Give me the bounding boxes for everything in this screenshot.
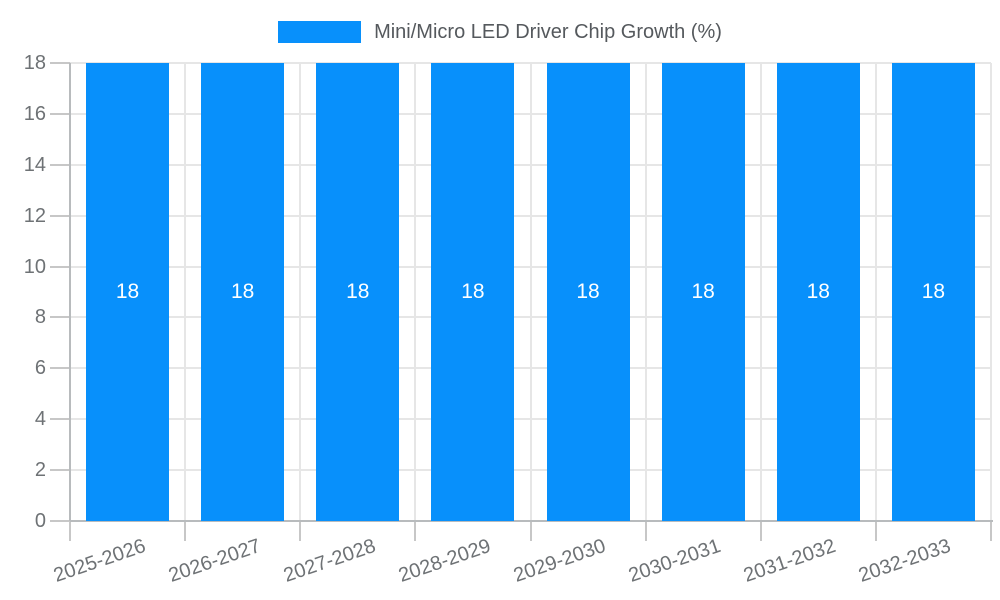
x-gridline	[184, 63, 187, 521]
x-axis-tick	[644, 521, 647, 541]
y-axis-label: 2	[34, 459, 46, 482]
bar-2030-2031[interactable]	[661, 63, 745, 521]
x-axis-tick	[184, 521, 187, 541]
x-axis-tick	[990, 521, 992, 541]
x-axis-tick	[529, 521, 532, 541]
x-gridline	[759, 63, 762, 521]
x-axis-tick	[414, 521, 417, 541]
bar-value-label: 18	[806, 280, 830, 303]
y-axis-label: 8	[34, 306, 46, 329]
bar-2027-2028[interactable]	[316, 63, 400, 521]
y-axis-tick	[50, 316, 70, 319]
y-axis-label: 10	[23, 255, 46, 278]
y-axis-tick	[50, 520, 70, 522]
y-axis-label: 4	[34, 408, 46, 431]
bar-2032-2033[interactable]	[891, 63, 975, 521]
y-axis-tick	[50, 112, 70, 115]
x-gridline	[414, 63, 417, 521]
bar-2026-2027[interactable]	[201, 63, 285, 521]
y-axis-label: 6	[34, 357, 46, 380]
bar-value-label: 18	[691, 280, 715, 303]
bar-value-label: 18	[576, 280, 600, 303]
y-axis-tick	[50, 163, 70, 166]
x-axis-tick	[299, 521, 302, 541]
y-axis-tick	[50, 265, 70, 268]
x-gridline	[874, 63, 877, 521]
x-axis-line	[70, 520, 993, 522]
y-axis-label: 12	[23, 204, 46, 227]
y-axis-label: 14	[23, 153, 46, 176]
y-axis-tick	[50, 418, 70, 421]
bar-value-label: 18	[921, 280, 946, 303]
x-gridline	[299, 63, 302, 521]
bar-2028-2029[interactable]	[431, 63, 515, 521]
y-axis-tick	[50, 62, 70, 64]
bar-value-label: 18	[461, 280, 485, 303]
y-axis-label: 18	[23, 52, 46, 74]
y-axis-line	[69, 63, 71, 521]
x-axis-tick	[874, 521, 877, 541]
x-gridline	[990, 63, 992, 521]
legend-item[interactable]: Mini/Micro LED Driver Chip Growth (%)	[0, 20, 1000, 44]
legend-swatch	[278, 21, 362, 43]
bar-value-label: 18	[115, 280, 140, 303]
x-axis-tick	[759, 521, 762, 541]
bar-2029-2030[interactable]	[546, 63, 630, 521]
y-axis-label: 0	[34, 510, 46, 532]
bar-value-label: 18	[346, 280, 370, 303]
bar-2025-2026[interactable]	[86, 63, 170, 521]
legend-label: Mini/Micro LED Driver Chip Growth (%)	[374, 21, 722, 43]
bar-value-label: 18	[231, 280, 255, 303]
bar-2031-2032[interactable]	[776, 63, 860, 521]
y-axis-label: 16	[23, 102, 46, 125]
y-axis-tick	[50, 214, 70, 217]
y-axis-tick	[50, 367, 70, 370]
x-axis-tick	[69, 521, 71, 541]
x-gridline	[529, 63, 532, 521]
x-gridline	[644, 63, 647, 521]
y-axis-tick	[50, 469, 70, 472]
